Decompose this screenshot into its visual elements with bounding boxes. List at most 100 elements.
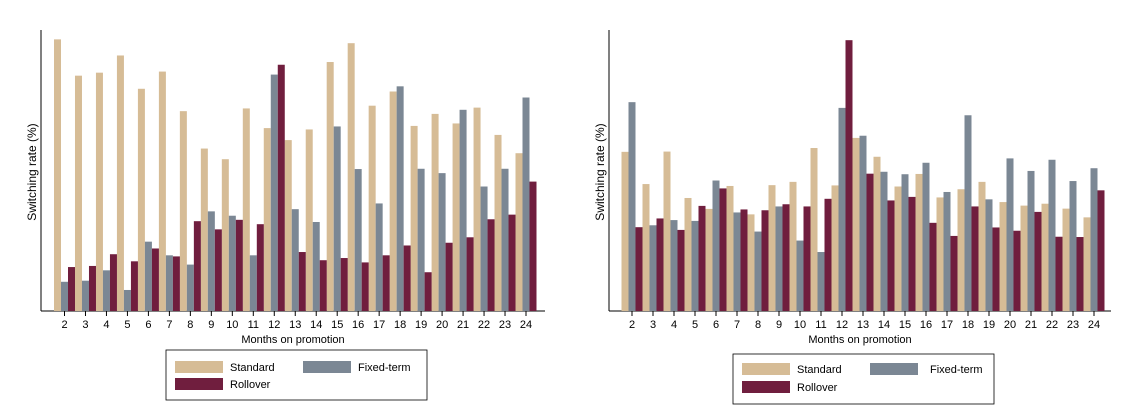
bar-fixed-term-month-4 bbox=[102, 270, 110, 311]
bar-rollover-month-23 bbox=[1076, 237, 1084, 311]
bar-standard-month-4 bbox=[95, 72, 103, 311]
bar-fixed-term-month-20 bbox=[438, 173, 446, 311]
x-tick-label-22: 22 bbox=[478, 319, 490, 331]
x-tick-label-10: 10 bbox=[794, 319, 806, 331]
bar-rollover-month-19 bbox=[424, 272, 432, 311]
bar-rollover-month-17 bbox=[950, 235, 958, 312]
bar-rollover-month-11 bbox=[256, 224, 264, 311]
x-tick-label-2: 2 bbox=[61, 319, 67, 331]
x-tick-label-13: 13 bbox=[857, 319, 869, 331]
legend-label-rollover: Rollover bbox=[797, 382, 838, 394]
bar-standard-month-12 bbox=[263, 128, 271, 311]
x-tick-label-24: 24 bbox=[1088, 319, 1100, 331]
x-tick-label-20: 20 bbox=[1004, 319, 1016, 331]
x-tick-label-19: 19 bbox=[983, 319, 995, 331]
x-ticks-right: 2 3 4 5 6 7 8 9 10 11 12 13 14 15 16 17 18 19 20 21 22 23 24 bbox=[629, 311, 1100, 331]
bar-fixed-term-month-23 bbox=[1069, 181, 1077, 311]
x-tick-label-11: 11 bbox=[815, 319, 826, 331]
x-tick-label-15: 15 bbox=[899, 319, 911, 331]
bar-fixed-term-month-21 bbox=[1027, 170, 1035, 311]
bar-rollover-month-21 bbox=[1034, 211, 1042, 311]
bar-fixed-term-month-10 bbox=[228, 215, 236, 311]
x-tick-label-6: 6 bbox=[145, 319, 151, 331]
bar-standard-month-19 bbox=[978, 181, 986, 311]
bar-rollover-month-20 bbox=[1013, 230, 1021, 311]
bar-fixed-term-month-6 bbox=[712, 180, 720, 311]
bar-rollover-month-10 bbox=[235, 219, 243, 311]
x-tick-label-11: 11 bbox=[248, 319, 259, 331]
bar-standard-month-13 bbox=[284, 140, 292, 311]
x-tick-label-10: 10 bbox=[226, 319, 238, 331]
bar-standard-month-17 bbox=[936, 197, 944, 311]
legend-label-fixed-term: Fixed-term bbox=[358, 362, 411, 374]
bar-rollover-month-10 bbox=[803, 206, 811, 311]
bar-standard-month-24 bbox=[515, 153, 523, 311]
bar-standard-month-20 bbox=[999, 202, 1007, 311]
x-tick-label-24: 24 bbox=[520, 319, 532, 331]
bar-standard-month-22 bbox=[1041, 203, 1049, 311]
bar-standard-month-8 bbox=[747, 214, 755, 311]
bar-fixed-term-month-14 bbox=[880, 171, 888, 311]
x-tick-label-5: 5 bbox=[124, 319, 130, 331]
bar-standard-month-21 bbox=[452, 123, 460, 311]
bar-standard-month-5 bbox=[684, 197, 692, 311]
bar-rollover-month-7 bbox=[172, 256, 180, 311]
x-ticks-left: 2 3 4 5 6 7 8 9 10 11 12 13 14 15 16 17 18 19 20 21 22 23 24 bbox=[61, 311, 532, 331]
bar-standard-month-21 bbox=[1020, 205, 1028, 311]
legend-swatch-fixed-term bbox=[870, 363, 918, 375]
bar-rollover-month-8 bbox=[193, 221, 201, 311]
bar-standard-month-9 bbox=[200, 148, 208, 311]
x-tick-label-13: 13 bbox=[289, 319, 301, 331]
x-tick-label-23: 23 bbox=[499, 319, 511, 331]
bar-rollover-month-9 bbox=[214, 229, 222, 311]
bar-standard-month-11 bbox=[242, 108, 250, 312]
bar-standard-month-16 bbox=[347, 43, 355, 311]
bar-fixed-term-month-10 bbox=[796, 240, 804, 311]
bar-standard-month-3 bbox=[74, 75, 82, 311]
bar-rollover-month-22 bbox=[1055, 236, 1063, 311]
bar-standard-month-18 bbox=[957, 189, 965, 311]
y-axis-label-left: Switching rate (%) bbox=[25, 123, 39, 220]
bar-fixed-term-month-11 bbox=[817, 252, 825, 311]
x-tick-label-21: 21 bbox=[457, 319, 469, 331]
bar-fixed-term-month-4 bbox=[670, 220, 678, 311]
legend-left: Standard Fixed-term Rollover bbox=[165, 349, 428, 401]
bar-standard-month-10 bbox=[221, 159, 229, 311]
bar-standard-month-6 bbox=[705, 208, 713, 311]
bar-rollover-month-2 bbox=[635, 227, 643, 311]
bar-rollover-month-13 bbox=[866, 173, 874, 311]
bars-right bbox=[621, 40, 1105, 312]
bar-standard-month-9 bbox=[768, 185, 776, 311]
bar-rollover-month-7 bbox=[740, 209, 748, 311]
bar-rollover-month-11 bbox=[824, 198, 832, 311]
bar-standard-month-18 bbox=[389, 91, 397, 311]
bar-rollover-month-6 bbox=[151, 248, 159, 311]
bar-standard-month-20 bbox=[431, 113, 439, 311]
x-tick-label-19: 19 bbox=[415, 319, 427, 331]
bar-rollover-month-16 bbox=[361, 262, 369, 311]
bar-rollover-month-2 bbox=[68, 267, 75, 311]
x-tick-label-14: 14 bbox=[878, 319, 890, 331]
bar-standard-month-24 bbox=[1083, 217, 1091, 311]
bar-fixed-term-month-22 bbox=[1048, 159, 1056, 311]
bar-standard-month-16 bbox=[915, 173, 923, 311]
bar-fixed-term-month-5 bbox=[691, 220, 699, 311]
bar-rollover-month-16 bbox=[929, 222, 937, 311]
bar-fixed-term-month-7 bbox=[733, 212, 741, 311]
legend-label-rollover: Rollover bbox=[230, 379, 271, 391]
x-tick-label-15: 15 bbox=[331, 319, 343, 331]
bar-rollover-month-23 bbox=[508, 214, 516, 311]
bar-fixed-term-month-14 bbox=[312, 222, 320, 311]
y-axis-label-right: Switching rate (%) bbox=[593, 123, 607, 220]
legend-right: Standard Fixed-term Rollover bbox=[732, 353, 995, 405]
x-tick-label-23: 23 bbox=[1067, 319, 1079, 331]
bar-rollover-month-4 bbox=[677, 229, 685, 311]
bar-fixed-term-month-19 bbox=[417, 168, 425, 311]
legend-label-standard: Standard bbox=[230, 362, 275, 374]
x-tick-label-6: 6 bbox=[713, 319, 719, 331]
bar-fixed-term-month-7 bbox=[165, 255, 173, 311]
bar-rollover-month-24 bbox=[529, 181, 537, 311]
bar-standard-month-7 bbox=[726, 185, 734, 311]
bar-fixed-term-month-15 bbox=[333, 126, 341, 311]
x-tick-label-5: 5 bbox=[692, 319, 698, 331]
